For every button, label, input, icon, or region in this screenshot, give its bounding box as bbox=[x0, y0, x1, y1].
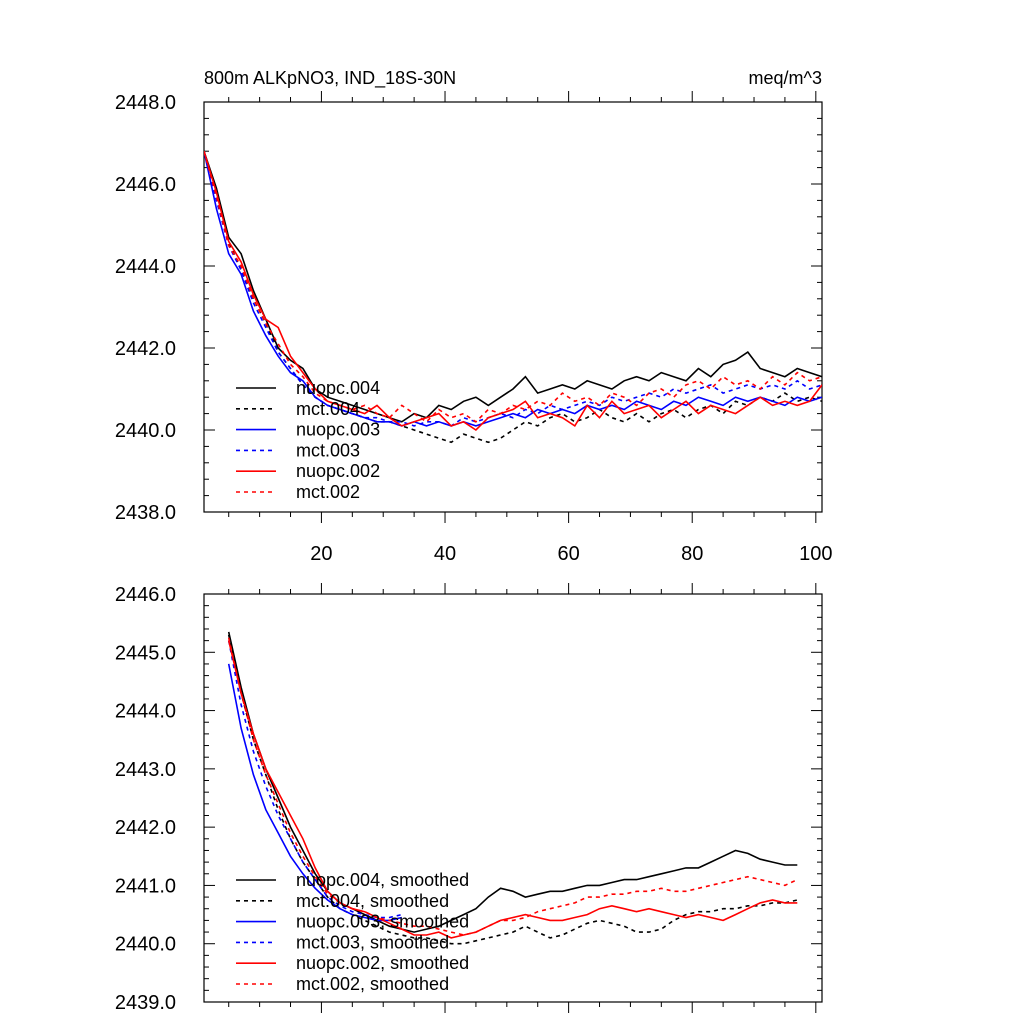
y-tick-label: 2444.0 bbox=[115, 701, 176, 723]
units-label: meq/m^3 bbox=[749, 68, 822, 88]
series-line-nuopc-003-smoothed bbox=[227, 663, 402, 922]
legend-label: mct.002, smoothed bbox=[296, 974, 449, 994]
series-line-nuopc-002-smoothed bbox=[227, 640, 798, 939]
legend-label: nuopc.004 bbox=[296, 378, 380, 398]
x-tick-label: 60 bbox=[557, 543, 579, 565]
top-panel: 2438.0 2440.0 2442.0 2444.0 2446.0 2448.0 20 40… bbox=[115, 91, 833, 565]
legend-label: mct.002 bbox=[296, 482, 360, 502]
series-line-mct-002 bbox=[204, 150, 822, 423]
y-tick-label: 2438.0 bbox=[115, 502, 176, 524]
chart-title: 800m ALKpNO3, IND_18S-30N bbox=[204, 68, 456, 89]
y-tick-label: 2443.0 bbox=[115, 759, 176, 781]
x-tick-label: 40 bbox=[434, 543, 456, 565]
legend-label: nuopc.002 bbox=[296, 461, 380, 481]
legend-label: nuopc.002, smoothed bbox=[296, 953, 469, 973]
y-tick-label: 2442.0 bbox=[115, 338, 176, 360]
legend-label: nuopc.004, smoothed bbox=[296, 870, 469, 890]
y-tick-label: 2439.0 bbox=[115, 992, 176, 1014]
legend-label: nuopc.003 bbox=[296, 420, 380, 440]
series-line-nuopc-004-smoothed bbox=[227, 631, 798, 933]
y-tick-label: 2444.0 bbox=[115, 256, 176, 278]
y-tick-label: 2448.0 bbox=[115, 92, 176, 114]
y-tick-label: 2440.0 bbox=[115, 934, 176, 956]
y-tick-label: 2442.0 bbox=[115, 817, 176, 839]
x-tick-label: 20 bbox=[310, 543, 332, 565]
series-line-nuopc-002 bbox=[204, 150, 822, 432]
bottom-panel: 2439.0 2440.0 2441.0 2442.0 2443.0 2444.0 2445… bbox=[115, 583, 823, 1014]
series-line-mct-003-smoothed bbox=[227, 640, 402, 919]
x-tick-label: 100 bbox=[799, 543, 832, 565]
y-tick-label: 2445.0 bbox=[115, 642, 176, 664]
y-tick-label: 2441.0 bbox=[115, 875, 176, 897]
legend-label: mct.004 bbox=[296, 399, 360, 419]
legend-label: nuopc.003, smoothed bbox=[296, 912, 469, 932]
plot-frame bbox=[203, 593, 823, 1003]
series-line-nuopc-003 bbox=[204, 151, 822, 427]
series-line-mct-004 bbox=[204, 150, 822, 444]
legend-label: mct.003, smoothed bbox=[296, 932, 449, 952]
series-line-mct-003 bbox=[204, 151, 822, 427]
series-line-mct-002-smoothed bbox=[227, 637, 798, 936]
plot-frame bbox=[203, 101, 823, 513]
series-line-nuopc-004 bbox=[204, 150, 822, 423]
x-tick-label: 80 bbox=[681, 543, 703, 565]
y-tick-label: 2440.0 bbox=[115, 420, 176, 442]
legend-label: mct.004, smoothed bbox=[296, 891, 449, 911]
series-line-mct-004-smoothed bbox=[227, 634, 798, 945]
y-tick-label: 2446.0 bbox=[115, 584, 176, 606]
legend-label: mct.003 bbox=[296, 440, 360, 460]
y-tick-label: 2446.0 bbox=[115, 174, 176, 196]
